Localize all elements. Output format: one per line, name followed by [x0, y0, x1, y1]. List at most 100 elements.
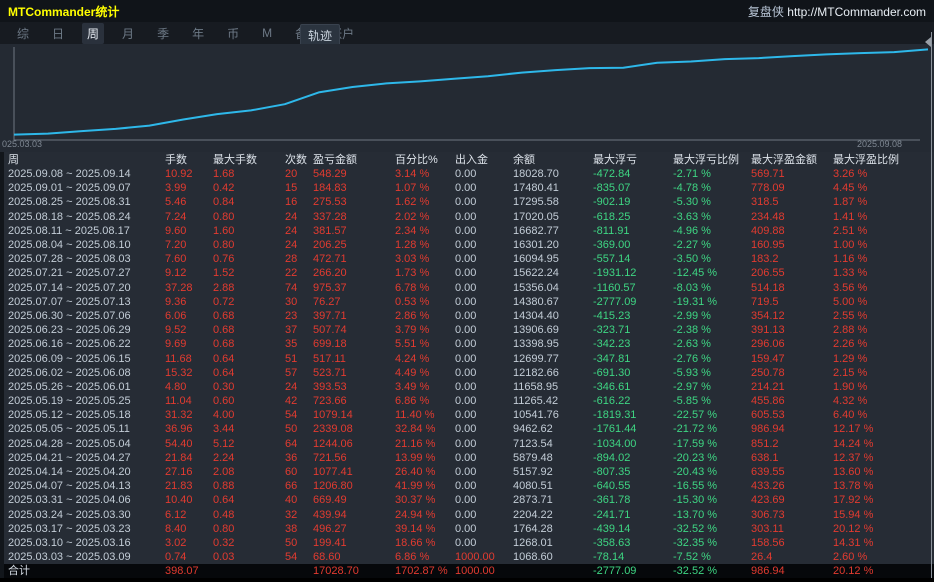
- table-cell: 2025.05.12 ~ 2025.05.18: [8, 408, 165, 422]
- table-cell: 2.26 %: [833, 337, 934, 351]
- table-cell: 5157.92: [513, 465, 593, 479]
- table-cell: 14.31 %: [833, 536, 934, 550]
- table-cell: 1.52: [213, 266, 285, 280]
- table-cell: 3.79 %: [395, 323, 455, 337]
- table-cell: 0.00: [455, 408, 513, 422]
- table-cell: 5.46: [165, 195, 213, 209]
- table-cell: 周: [8, 153, 165, 167]
- table-cell: 2025.09.08 ~ 2025.09.14: [8, 167, 165, 181]
- splitter-collapse-icon[interactable]: [925, 37, 931, 47]
- menu-item-季[interactable]: 季: [152, 23, 174, 44]
- table-row[interactable]: 2025.05.26 ~ 2025.06.014.800.3024393.533…: [4, 380, 934, 394]
- table-cell: 381.57: [313, 224, 395, 238]
- table-row[interactable]: 2025.04.21 ~ 2025.04.2721.842.2436721.56…: [4, 451, 934, 465]
- table-cell: 699.18: [313, 337, 395, 351]
- table-row[interactable]: 2025.07.21 ~ 2025.07.279.121.5222266.201…: [4, 266, 934, 280]
- table-cell: 1.07 %: [395, 181, 455, 195]
- table-cell: 0.80: [213, 210, 285, 224]
- menu-item-M[interactable]: M: [257, 24, 277, 42]
- table-row[interactable]: 2025.04.28 ~ 2025.05.0454.405.12641244.0…: [4, 437, 934, 451]
- table-cell: 1.29 %: [833, 352, 934, 366]
- table-cell: 17020.05: [513, 210, 593, 224]
- table-cell: 9.36: [165, 295, 213, 309]
- table-row[interactable]: 2025.06.09 ~ 2025.06.1511.680.6451517.11…: [4, 351, 934, 365]
- table-row[interactable]: 2025.06.30 ~ 2025.07.066.060.6823397.712…: [4, 309, 934, 323]
- table-row[interactable]: 2025.04.07 ~ 2025.04.1321.830.88661206.8…: [4, 479, 934, 493]
- table-cell: 1000.00: [455, 564, 513, 578]
- table-row[interactable]: 2025.06.16 ~ 2025.06.229.690.6835699.185…: [4, 337, 934, 351]
- table-cell: 11658.95: [513, 380, 593, 394]
- table-cell: 0.00: [455, 465, 513, 479]
- table-cell: -2.76 %: [673, 352, 751, 366]
- x-axis-start-label: 025.03.03: [2, 139, 42, 149]
- table-row[interactable]: 2025.08.04 ~ 2025.08.107.200.8024206.251…: [4, 238, 934, 252]
- table-cell: -618.25: [593, 210, 673, 224]
- menu-item-币[interactable]: 币: [222, 23, 244, 44]
- table-row[interactable]: 2025.07.28 ~ 2025.08.037.600.7628472.713…: [4, 252, 934, 266]
- menu-item-月[interactable]: 月: [117, 23, 139, 44]
- table-cell: 8.40: [165, 522, 213, 536]
- table-row[interactable]: 2025.08.25 ~ 2025.08.315.460.8416275.531…: [4, 195, 934, 209]
- table-cell: 57: [285, 366, 313, 380]
- right-scrollbar[interactable]: [931, 32, 932, 582]
- table-row[interactable]: 2025.06.23 ~ 2025.06.299.520.6837507.743…: [4, 323, 934, 337]
- table-row[interactable]: 2025.05.05 ~ 2025.05.1136.963.44502339.0…: [4, 422, 934, 436]
- table-row[interactable]: 2025.03.03 ~ 2025.03.090.740.035468.606.…: [4, 550, 934, 564]
- table-cell: 74: [285, 281, 313, 295]
- table-cell: 17028.70: [313, 564, 395, 578]
- table-cell: 1.73 %: [395, 266, 455, 280]
- table-cell: 0.03: [213, 550, 285, 564]
- table-row[interactable]: 2025.08.11 ~ 2025.08.179.601.6024381.572…: [4, 224, 934, 238]
- table-row[interactable]: 2025.03.31 ~ 2025.04.0610.400.6440669.49…: [4, 493, 934, 507]
- table-row[interactable]: 2025.05.12 ~ 2025.05.1831.324.00541079.1…: [4, 408, 934, 422]
- table-row[interactable]: 2025.03.24 ~ 2025.03.306.120.4832439.942…: [4, 508, 934, 522]
- table-row[interactable]: 2025.05.19 ~ 2025.05.2511.040.6042723.66…: [4, 394, 934, 408]
- table-cell: 66: [285, 479, 313, 493]
- table-cell: 0.00: [455, 493, 513, 507]
- table-cell: 1.87 %: [833, 195, 934, 209]
- table-cell: 13.99 %: [395, 451, 455, 465]
- table-cell: 9.52: [165, 323, 213, 337]
- table-cell: 393.53: [313, 380, 395, 394]
- table-row[interactable]: 2025.09.01 ~ 2025.09.073.990.4215184.831…: [4, 181, 934, 195]
- table-cell: 11.04: [165, 394, 213, 408]
- table-cell: 0.76: [213, 252, 285, 266]
- table-cell: 234.48: [751, 210, 833, 224]
- table-row[interactable]: 2025.08.18 ~ 2025.08.247.240.8024337.282…: [4, 210, 934, 224]
- menu-item-综[interactable]: 综: [12, 23, 34, 44]
- table-cell: 54: [285, 408, 313, 422]
- table-cell: 0.00: [455, 422, 513, 436]
- table-cell: 6.78 %: [395, 281, 455, 295]
- table-row[interactable]: 2025.04.14 ~ 2025.04.2027.162.08601077.4…: [4, 465, 934, 479]
- table-cell: 1.33 %: [833, 266, 934, 280]
- table-cell: 0.80: [213, 522, 285, 536]
- table-cell: 0.00: [455, 437, 513, 451]
- table-cell: 2.86 %: [395, 309, 455, 323]
- table-row[interactable]: 2025.07.07 ~ 2025.07.139.360.723076.270.…: [4, 295, 934, 309]
- table-cell: -2.63 %: [673, 337, 751, 351]
- table-cell: -2.99 %: [673, 309, 751, 323]
- table-cell: 0.00: [455, 394, 513, 408]
- table-row[interactable]: 2025.03.17 ~ 2025.03.238.400.8038496.273…: [4, 522, 934, 536]
- table-cell: 318.5: [751, 195, 833, 209]
- table-row[interactable]: 2025.03.10 ~ 2025.03.163.020.3250199.411…: [4, 536, 934, 550]
- table-row[interactable]: 2025.06.02 ~ 2025.06.0815.320.6457523.71…: [4, 366, 934, 380]
- table-row[interactable]: 2025.09.08 ~ 2025.09.1410.921.6820548.29…: [4, 167, 934, 181]
- table-cell: 669.49: [313, 493, 395, 507]
- menu-item-年[interactable]: 年: [187, 23, 209, 44]
- table-cell: 21.83: [165, 479, 213, 493]
- menu-item-周[interactable]: 周: [82, 23, 104, 44]
- table-cell: 514.18: [751, 281, 833, 295]
- table-cell: 3.02: [165, 536, 213, 550]
- table-cell: 6.12: [165, 508, 213, 522]
- table-cell: 0.64: [213, 493, 285, 507]
- menu-item-日[interactable]: 日: [47, 23, 69, 44]
- table-cell: 569.71: [751, 167, 833, 181]
- table-cell: -21.72 %: [673, 422, 751, 436]
- table-row[interactable]: 2025.07.14 ~ 2025.07.2037.282.8874975.37…: [4, 281, 934, 295]
- table-cell: 496.27: [313, 522, 395, 536]
- table-cell: -894.02: [593, 451, 673, 465]
- table-cell: 2873.71: [513, 493, 593, 507]
- table-cell: 15622.24: [513, 266, 593, 280]
- table-cell: 百分比%: [395, 153, 455, 167]
